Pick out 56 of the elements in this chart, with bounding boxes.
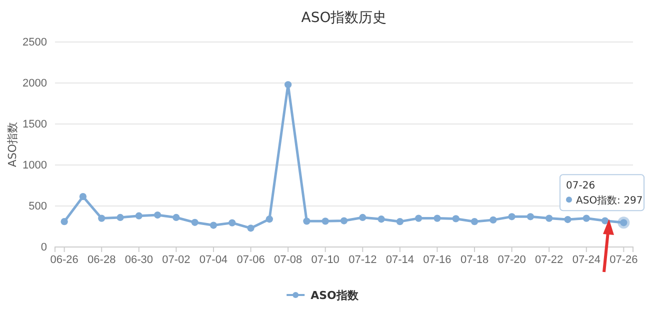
point bbox=[322, 218, 329, 225]
point bbox=[359, 214, 366, 222]
point bbox=[415, 214, 422, 222]
x-tick-label: 06-28 bbox=[88, 254, 116, 266]
y-tick-label: 0 bbox=[40, 242, 47, 254]
y-tick-label: 1500 bbox=[22, 118, 47, 131]
point bbox=[508, 213, 516, 220]
point bbox=[490, 216, 497, 224]
point bbox=[378, 216, 385, 223]
point bbox=[266, 216, 273, 223]
point bbox=[116, 214, 124, 222]
x-tick-label: 07-04 bbox=[199, 254, 228, 266]
legend-label: ASO指数 bbox=[310, 289, 360, 302]
point bbox=[546, 214, 553, 222]
y-tick-label: 2500 bbox=[22, 36, 47, 49]
x-tick-label: 07-26 bbox=[610, 254, 638, 266]
point bbox=[210, 222, 218, 229]
point bbox=[601, 217, 609, 224]
point bbox=[434, 214, 441, 222]
x-tick-label: 07-10 bbox=[311, 254, 340, 266]
x-tick-label: 07-22 bbox=[535, 254, 564, 266]
x-tick-label: 07-16 bbox=[423, 254, 452, 266]
point bbox=[135, 212, 142, 220]
point bbox=[228, 219, 236, 226]
point bbox=[526, 213, 534, 220]
x-tick-label: 07-20 bbox=[498, 254, 526, 266]
point bbox=[172, 214, 180, 222]
x-tick-label: 07-12 bbox=[348, 254, 377, 266]
point bbox=[452, 215, 460, 222]
point bbox=[191, 218, 198, 226]
x-tick-label: 07-24 bbox=[572, 254, 600, 266]
annotation: 07-26 ASO指数: 297 bbox=[566, 180, 643, 207]
point bbox=[60, 218, 68, 226]
point bbox=[396, 218, 404, 226]
x-tick-label: 06-30 bbox=[124, 254, 153, 266]
point bbox=[98, 214, 106, 222]
point bbox=[564, 216, 572, 224]
point bbox=[79, 193, 87, 200]
point bbox=[154, 211, 162, 219]
point bbox=[470, 218, 478, 226]
point bbox=[284, 81, 292, 88]
point bbox=[582, 214, 590, 222]
y-tick-label: 500 bbox=[28, 200, 47, 213]
y-axis-title: ASO指数 bbox=[6, 122, 19, 168]
point bbox=[303, 218, 310, 225]
x-tick-label: 07-14 bbox=[386, 254, 414, 266]
x-tick-label: 07-06 bbox=[236, 254, 265, 266]
point bbox=[340, 217, 348, 224]
x-tick-label: 07-18 bbox=[460, 254, 489, 266]
x-tick-label: 07-08 bbox=[274, 254, 302, 266]
y-tick-label: 2000 bbox=[22, 78, 47, 90]
y-tick-label: 1000 bbox=[22, 160, 47, 172]
point bbox=[247, 224, 254, 232]
chart-title: ASO指数历史 bbox=[301, 10, 387, 26]
x-tick-label: 06-26 bbox=[50, 254, 78, 266]
x-tick-label: 07-02 bbox=[162, 254, 190, 266]
